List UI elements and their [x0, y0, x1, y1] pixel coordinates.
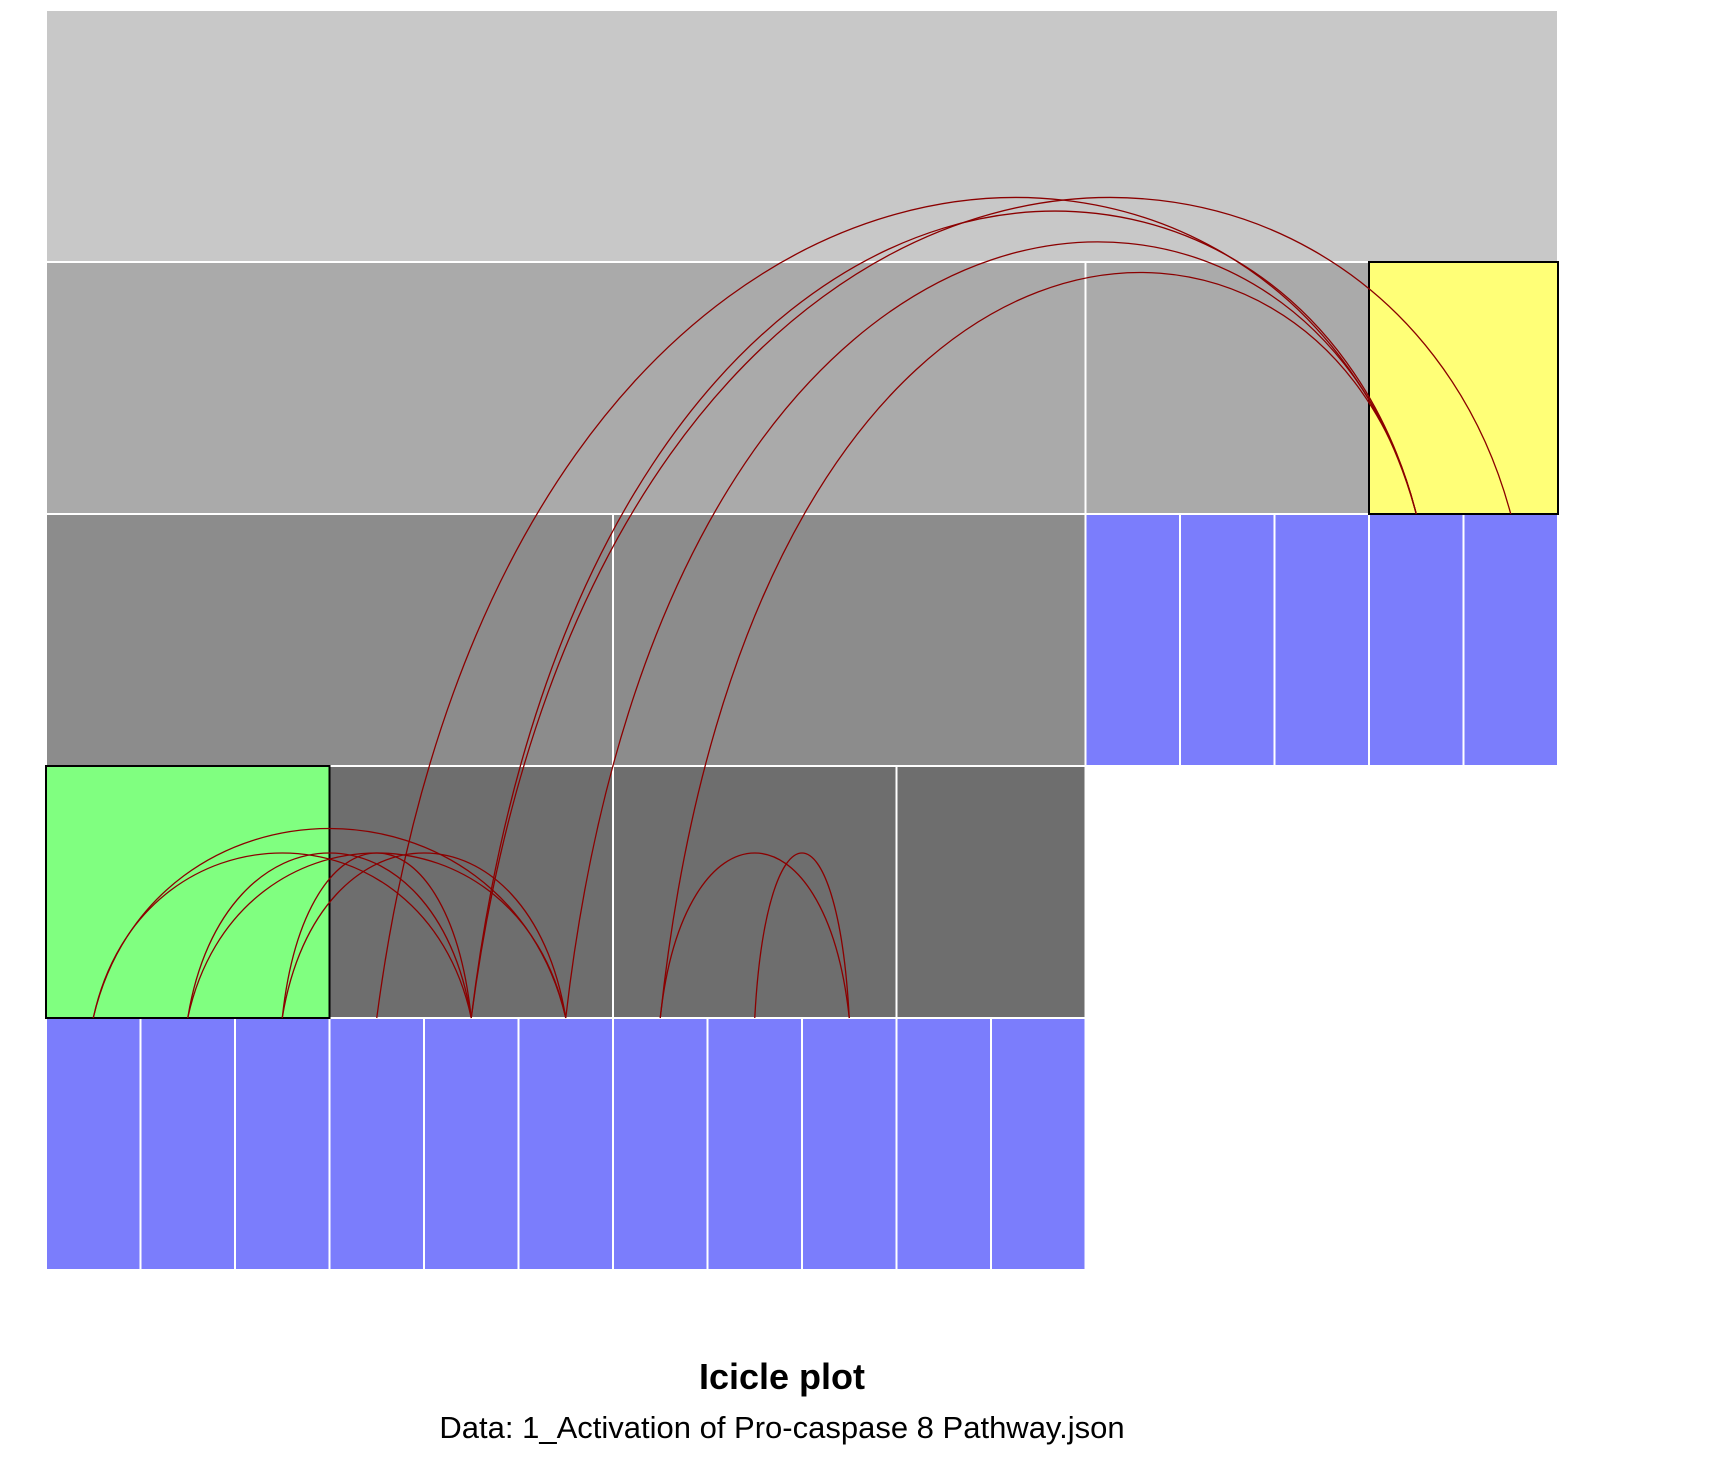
icicle-node-B	[1084, 261, 1370, 515]
dependency-links	[92, 196, 1512, 1019]
icicle-node-l1	[139, 1017, 236, 1271]
icicle-node-A2b	[895, 765, 1087, 1019]
icicle-node-l10	[990, 1017, 1087, 1271]
link-l5-c1	[565, 241, 1417, 1019]
icicle-node-A1a	[45, 765, 331, 1019]
link-l3-c1	[376, 196, 1417, 1019]
icicle-node-b3	[1273, 513, 1370, 767]
icicle-node-c1	[1368, 513, 1465, 767]
icicle-node-l8	[801, 1017, 898, 1271]
icicle-node-A2a	[612, 765, 898, 1019]
icicle-node-root	[45, 9, 1559, 263]
plot-title: Icicle plot	[698, 1356, 866, 1397]
icicle-nodes	[45, 9, 1559, 1271]
link-l1-l4	[187, 852, 472, 1019]
icicle-node-l6	[612, 1017, 709, 1271]
icicle-node-A1b	[328, 765, 614, 1019]
icicle-node-A1	[45, 513, 614, 767]
icicle-node-A2	[612, 513, 1087, 767]
icicle-node-l3	[328, 1017, 425, 1271]
icicle-node-l4	[423, 1017, 520, 1271]
icicle-node-l2	[234, 1017, 331, 1271]
link-l6-l8	[659, 852, 850, 1019]
icicle-node-l0	[45, 1017, 142, 1271]
icicle-node-b1	[1084, 513, 1181, 767]
link-l7-l8	[754, 852, 850, 1019]
link-l6-c1	[659, 271, 1417, 1019]
link-l2-l5	[281, 852, 567, 1019]
icicle-node-c2	[1462, 513, 1559, 767]
icicle-node-l7	[706, 1017, 803, 1271]
icicle-plot	[45, 9, 1559, 1271]
icicle-node-A	[45, 261, 1087, 515]
icicle-node-C	[1368, 261, 1559, 515]
link-l2-l4	[281, 852, 472, 1019]
highlight-border-C	[1368, 261, 1559, 515]
icicle-node-l9	[895, 1017, 992, 1271]
icicle-node-l5	[517, 1017, 614, 1271]
plot-subtitle: Data: 1_Activation of Pro-caspase 8 Path…	[439, 1410, 1125, 1445]
icicle-node-b2	[1179, 513, 1276, 767]
link-l4-c2	[470, 196, 1512, 1019]
link-l4-c1	[470, 210, 1417, 1019]
